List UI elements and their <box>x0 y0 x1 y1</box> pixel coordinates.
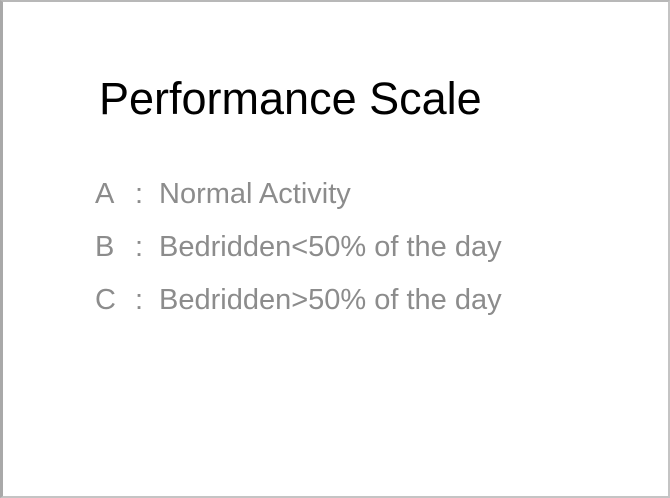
list-item: A: Normal Activity <box>95 172 502 225</box>
grade-description: Bedridden<50% of the day <box>159 231 502 263</box>
grade-label: A <box>95 178 115 210</box>
list-item: C: Bedridden>50% of the day <box>95 278 502 331</box>
grade-description: Normal Activity <box>159 178 351 210</box>
grade-separator: : <box>134 178 144 210</box>
grade-description: Bedridden>50% of the day <box>159 284 502 316</box>
list-item: B: Bedridden<50% of the day <box>95 225 502 278</box>
slide-title: Performance Scale <box>99 73 482 124</box>
grade-separator: : <box>134 284 144 316</box>
grade-label: B <box>95 231 115 263</box>
grade-separator: : <box>134 231 144 263</box>
grade-label: C <box>95 284 116 316</box>
performance-scale-list: A: Normal Activity B: Bedridden<50% of the… <box>95 172 502 331</box>
